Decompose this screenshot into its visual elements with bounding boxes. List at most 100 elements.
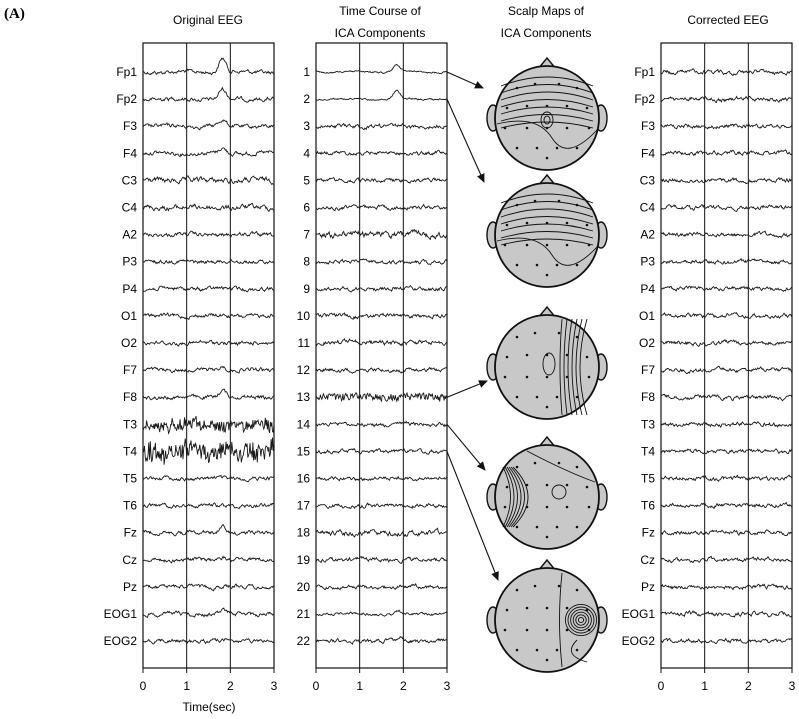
electrode-dot bbox=[555, 146, 559, 150]
panel-label: (A) bbox=[4, 6, 25, 22]
electrode-dot bbox=[587, 375, 591, 379]
electrode-dot bbox=[565, 505, 569, 509]
electrode-dot bbox=[515, 146, 519, 150]
channel-label: Cz bbox=[122, 553, 137, 567]
channel-label: 19 bbox=[297, 553, 311, 567]
electrode-dot bbox=[525, 126, 529, 130]
electrode-dot bbox=[545, 606, 549, 610]
electrode-dot bbox=[575, 588, 579, 592]
channel-label: T5 bbox=[641, 472, 655, 486]
electrode-dot bbox=[535, 395, 539, 399]
electrode-dot bbox=[515, 263, 519, 267]
x-tick-label: 2 bbox=[227, 679, 234, 693]
signal-trace bbox=[660, 474, 793, 482]
electrode-dot bbox=[535, 146, 539, 150]
component-arrow bbox=[446, 71, 484, 89]
electrode-dots bbox=[503, 82, 591, 160]
contour-line bbox=[542, 352, 556, 376]
signal-trace bbox=[315, 420, 448, 428]
original-eeg-frame bbox=[142, 42, 275, 669]
electrode-dot bbox=[575, 335, 579, 339]
channel-label: T6 bbox=[641, 499, 655, 513]
electrode-dot bbox=[503, 126, 507, 130]
contour-line bbox=[500, 76, 594, 87]
contour-line bbox=[496, 120, 598, 149]
channel-label: O2 bbox=[121, 336, 137, 350]
signal-trace bbox=[143, 555, 275, 564]
signal-trace bbox=[142, 523, 275, 537]
channel-label: Fz bbox=[124, 526, 137, 540]
signal-trace bbox=[660, 637, 793, 644]
x-tick-label: 2 bbox=[745, 679, 752, 693]
electrode-dot bbox=[525, 221, 529, 225]
channel-label: C4 bbox=[640, 201, 656, 215]
signal-trace bbox=[142, 147, 275, 158]
electrode-dot bbox=[555, 648, 559, 652]
signal-trace bbox=[142, 388, 275, 401]
channel-label: Fp2 bbox=[116, 92, 137, 106]
component-arrow bbox=[446, 423, 486, 471]
electrode-dot bbox=[525, 505, 529, 509]
channel-label: T5 bbox=[123, 472, 137, 486]
electrode-dot bbox=[575, 525, 579, 529]
signal-trace bbox=[142, 285, 275, 293]
signal-trace bbox=[315, 63, 448, 75]
contour-line bbox=[500, 238, 594, 246]
channel-label: 1 bbox=[303, 65, 310, 79]
signal-trace bbox=[315, 203, 448, 212]
electrode-dot bbox=[585, 106, 589, 110]
signal-trace bbox=[142, 366, 275, 374]
contour-line bbox=[526, 450, 596, 483]
contour-line bbox=[500, 121, 594, 129]
channel-label: EOG2 bbox=[622, 634, 656, 648]
original-eeg-panel: Fp1 Fp2 F3 F4 C3 C4 A2 P3 P4 O1 O2 F7 F8 T3 T4 T5 T6 Fz Cz… bbox=[104, 42, 278, 693]
contour-line bbox=[543, 115, 551, 125]
electrode-dot bbox=[535, 648, 539, 652]
component-arrow bbox=[446, 98, 485, 183]
channel-label: 12 bbox=[297, 363, 311, 377]
contour-line bbox=[500, 114, 594, 122]
contour-line bbox=[563, 318, 568, 416]
contour-lines bbox=[496, 193, 598, 266]
electrode-dot bbox=[555, 395, 559, 399]
channel-label: 15 bbox=[297, 444, 311, 458]
electrode-dot bbox=[503, 243, 507, 247]
electrode-dot bbox=[565, 375, 569, 379]
signal-trace bbox=[142, 437, 275, 465]
signal-trace bbox=[660, 204, 793, 212]
electrode-dot bbox=[557, 461, 561, 465]
channel-label: A2 bbox=[122, 228, 137, 242]
channel-label: 3 bbox=[303, 119, 310, 133]
contour-line bbox=[559, 318, 563, 416]
electrode-dot bbox=[515, 395, 519, 399]
electrode-dot bbox=[565, 126, 569, 130]
signal-trace bbox=[142, 175, 275, 186]
corrected-eeg-title: Corrected EEG bbox=[687, 13, 768, 27]
contour-line bbox=[567, 606, 595, 634]
signal-trace bbox=[315, 337, 448, 347]
channel-label: 14 bbox=[297, 417, 311, 431]
electrode-dots bbox=[503, 199, 591, 277]
signal-trace bbox=[142, 607, 275, 619]
signal-trace bbox=[142, 637, 275, 645]
signal-trace bbox=[142, 583, 275, 592]
signal-trace bbox=[315, 582, 448, 591]
contour-line bbox=[500, 216, 594, 225]
electrode-dots bbox=[503, 584, 591, 662]
electrode-dot bbox=[557, 82, 561, 86]
signal-trace bbox=[660, 68, 793, 77]
signal-trace bbox=[315, 502, 448, 510]
contour-line bbox=[567, 318, 573, 416]
signal-trace bbox=[660, 501, 793, 510]
electrode-dot bbox=[525, 483, 529, 487]
ica-x-ticks: 0 1 2 3 bbox=[313, 668, 451, 693]
contour-lines bbox=[502, 450, 596, 528]
signal-trace bbox=[142, 474, 275, 483]
component-arrow bbox=[446, 380, 488, 398]
electrode-dot bbox=[575, 146, 579, 150]
electrode-dot bbox=[555, 263, 559, 267]
electrode-dot bbox=[525, 606, 529, 610]
electrode-dot bbox=[515, 465, 519, 469]
channel-label: T4 bbox=[641, 444, 655, 458]
scalp-maps bbox=[486, 56, 608, 673]
